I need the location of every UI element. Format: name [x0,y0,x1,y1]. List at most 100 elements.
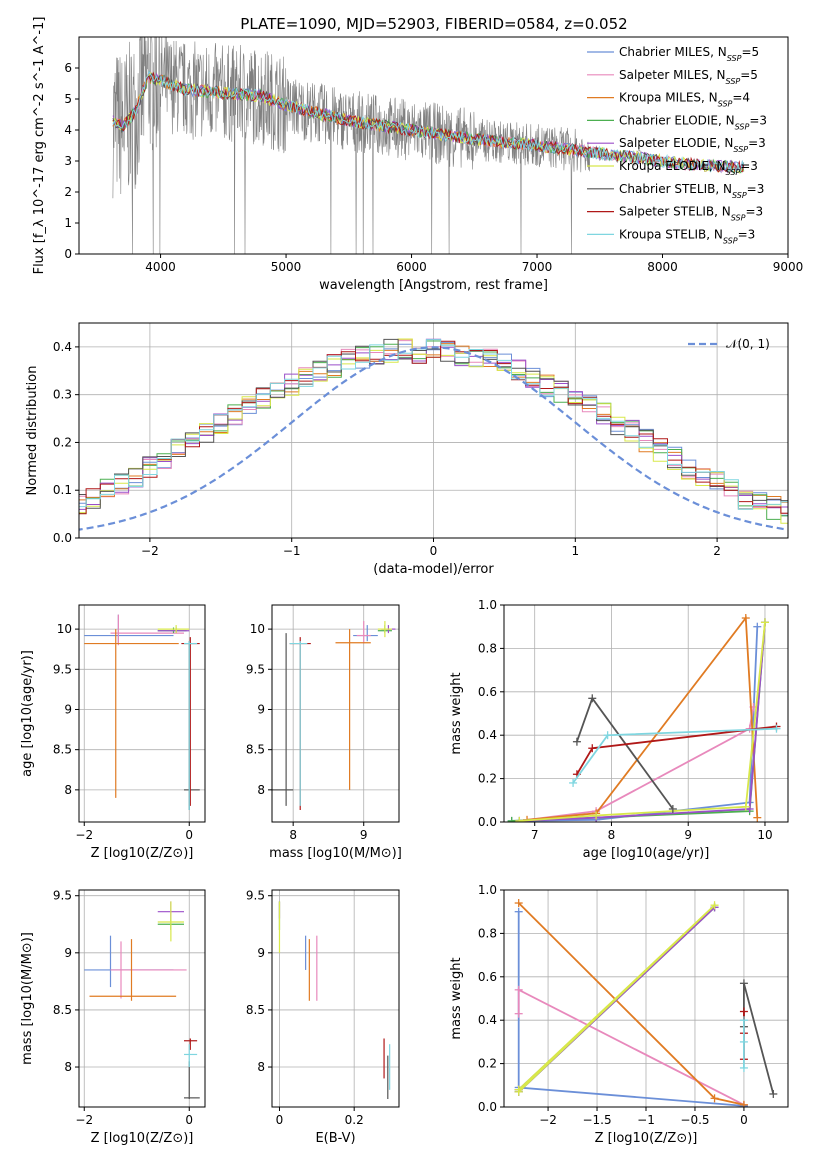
series-line [743,983,775,1095]
histogram-step [79,338,788,510]
y-tick-label: 1.0 [478,598,497,612]
y-tick-label: 2 [64,185,72,199]
errorbar-point [184,1061,200,1100]
histogram-step [79,341,788,516]
series-line [576,696,674,810]
plot-area [514,899,778,1107]
series-marker [588,744,597,753]
x-tick-label: 0 [430,544,438,558]
x-tick-label: 2 [713,544,721,558]
errorbar-point [110,941,187,999]
y-tick-label: 0.4 [53,340,72,354]
series-line [519,622,766,822]
x-tick-label: 9000 [773,260,804,274]
series-marker [515,816,524,822]
y-tick-label: 10 [250,622,265,636]
errorbar-point [272,633,294,806]
y-axis-label: Flux [f_λ 10^-17 erg cm^-2 s^-1 A^-1] [32,17,47,275]
histogram-step [79,340,788,515]
plot-area [112,37,745,254]
plot-area [84,614,200,810]
errorbar-point [289,641,308,806]
errorbar-point [335,629,371,790]
x-tick-label: 9 [360,828,368,842]
y-tick-label: 0.0 [478,815,497,829]
y-tick-label: 9.5 [53,889,72,903]
series-marker [739,1016,748,1025]
y-tick-label: 8.5 [246,1003,265,1017]
legend-entry: Kroupa MILES, NSSP=4 [619,91,750,109]
y-tick-label: 0.6 [478,970,497,984]
y-tick-label: 3 [64,154,72,168]
series-marker [710,1094,719,1103]
model-spectrum-line [112,70,745,174]
normal-curve [79,346,788,531]
x-tick-label: 8000 [647,260,678,274]
x-axis-label: (data-model)/error [373,562,494,577]
y-tick-label: 9 [257,702,265,716]
y-tick-label: 8.5 [53,1003,72,1017]
series-marker [741,614,750,623]
mass-vs-EBV-panel: 0 0.2 8 8.5 9 9.5 E(B-V) [246,889,400,1146]
errorbar-point [89,939,177,1001]
y-tick-label: 0.0 [53,531,72,545]
plot-area [278,901,391,1100]
y-tick-label: 0.3 [53,388,72,402]
series-marker [753,813,762,822]
plot-area [507,614,781,822]
x-tick-label: 5000 [271,260,302,274]
age-vs-Z-panel: −2 0 8 8.5 9 9.5 10 Z [log10(Z/Z⊙)] age [log10(a… [20,604,206,861]
x-tick-label: 1 [571,544,579,558]
x-axis-label: Z [log10(Z/Z⊙)] [91,846,194,861]
y-tick-label: 4 [64,123,72,137]
y-tick-label: 0.8 [478,926,497,940]
errorbar-point [84,935,174,988]
x-tick-label: −2 [75,828,93,842]
legend-entry: Kroupa ELODIE, NSSP=3 [619,159,758,177]
y-tick-label: 9.5 [246,662,265,676]
y-tick-label: 0.1 [53,483,72,497]
series-marker [592,811,601,820]
y-tick-label: 8.5 [246,743,265,757]
massweight-vs-Z-panel: −2 −1.5 −1 −0.5 0 0.0 0.2 0.4 0.6 0.8 1.0 Z [log10(… [449,883,789,1146]
errorbar-point [157,625,190,634]
x-tick-label: −1.5 [582,1113,611,1127]
axes-frame [78,36,789,255]
series-line [511,626,759,822]
series-marker [514,1085,523,1094]
series-marker [739,1037,748,1046]
y-tick-label: 9 [257,946,265,960]
series-marker [739,1063,748,1072]
legend-entry: Kroupa STELIB, NSSP=3 [619,227,755,245]
errorbar-point [356,621,371,644]
series-marker [514,985,523,994]
histogram-step [79,338,788,524]
histogram-step [79,338,788,510]
x-axis-label: E(B-V) [315,1131,355,1146]
series-marker [514,899,523,908]
errorbar-point [110,614,184,646]
errorbar-point [184,1044,198,1068]
x-tick-label: 8 [289,828,297,842]
series-marker [710,901,719,910]
errorbar-point [184,1038,198,1050]
series-marker [668,804,677,813]
plot-area [272,621,396,810]
axes-frame [271,889,400,1108]
legend-entry: Salpeter STELIB, NSSP=3 [619,205,763,223]
y-tick-label: 8 [257,783,265,797]
x-tick-label: 10 [757,828,772,842]
x-axis-label: Z [log10(Z/Z⊙)] [91,1131,194,1146]
plot-area [79,338,788,531]
y-tick-label: 8 [64,783,72,797]
x-tick-label: −2 [75,1113,93,1127]
series-marker [514,907,523,916]
series-marker [739,1007,748,1016]
y-axis-label: mass weight [449,957,464,1039]
y-axis-label: age [log10(age/yr)] [20,650,35,777]
histogram-step [79,340,788,520]
series-line [572,727,777,784]
figure-title: PLATE=1090, MJD=52903, FIBERID=0584, z=0… [240,15,627,33]
series-marker [753,622,762,631]
